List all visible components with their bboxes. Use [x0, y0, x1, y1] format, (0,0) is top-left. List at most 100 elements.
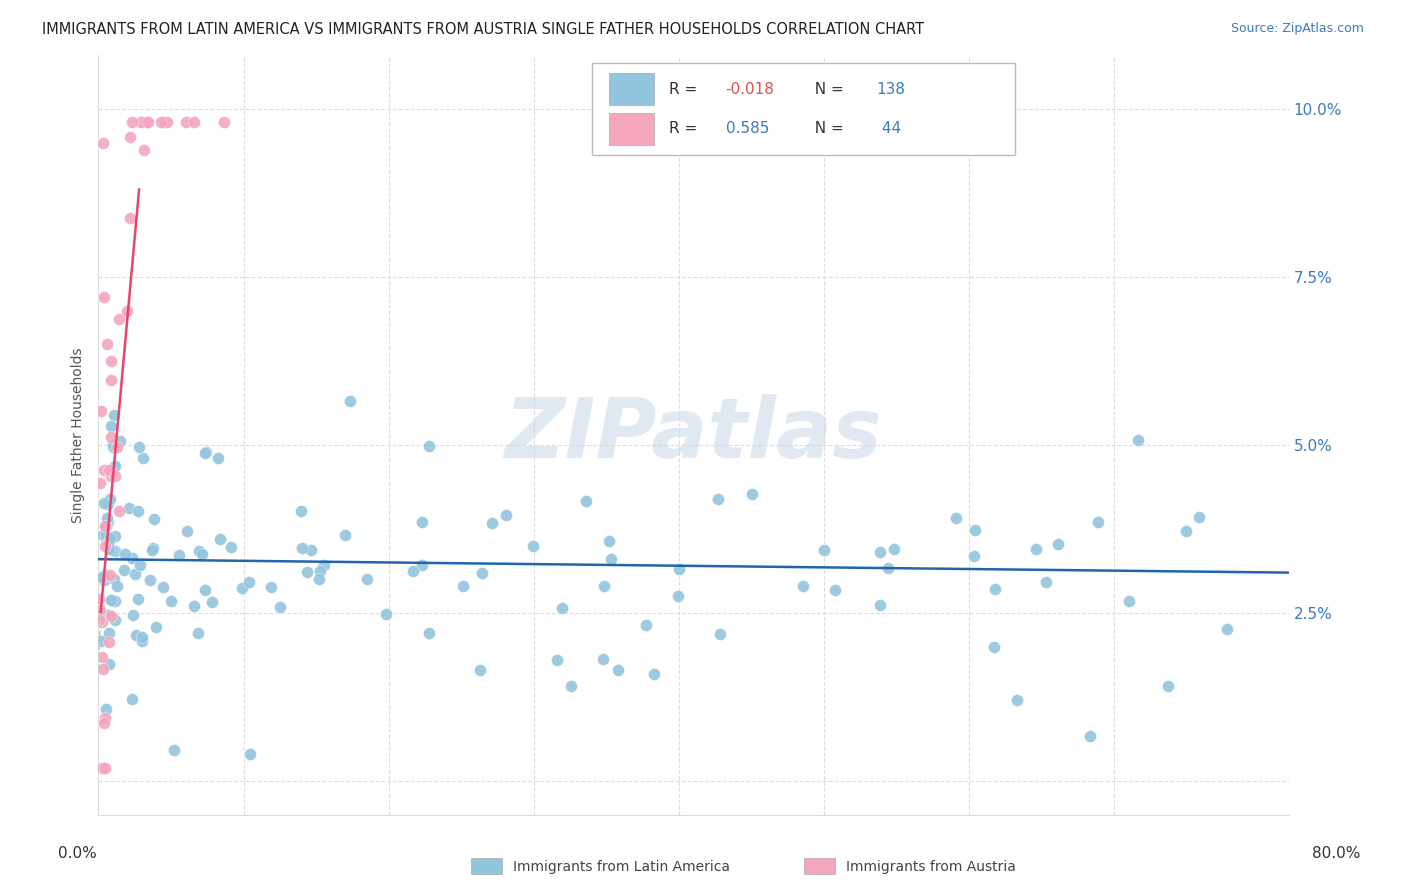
Point: [470, 664, 492, 678]
Point: [451, 579, 474, 593]
Point: [152, 580, 174, 594]
Point: [1047, 536, 1070, 550]
Point: [299, 542, 322, 557]
Point: [1126, 433, 1149, 447]
Point: [124, 567, 146, 582]
Point: [312, 558, 335, 573]
Point: [945, 511, 967, 525]
Point: [418, 439, 440, 453]
Point: [191, 547, 214, 561]
Bar: [609, 73, 654, 105]
FancyBboxPatch shape: [592, 62, 1015, 155]
Point: [90, 615, 112, 629]
Text: 138: 138: [877, 82, 905, 97]
Point: [93, 290, 115, 304]
Point: [984, 582, 1007, 596]
Point: [201, 595, 224, 609]
Point: [402, 564, 425, 578]
Point: [963, 524, 986, 538]
Point: [309, 564, 332, 578]
Point: [94, 518, 117, 533]
Point: [141, 543, 163, 558]
Point: [93, 463, 115, 477]
Point: [606, 663, 628, 677]
Point: [792, 579, 814, 593]
Point: [238, 574, 260, 589]
Y-axis label: Single Father Households: Single Father Households: [72, 347, 86, 523]
Point: [91, 136, 114, 150]
Point: [91, 661, 114, 675]
Point: [1188, 509, 1211, 524]
Text: -0.018: -0.018: [725, 82, 775, 97]
Point: [375, 607, 398, 621]
Point: [522, 539, 544, 553]
Point: [194, 446, 217, 460]
Point: [593, 579, 616, 593]
Point: [167, 548, 190, 562]
Point: [89, 603, 111, 617]
Point: [94, 702, 117, 716]
Point: [90, 633, 112, 648]
Point: [94, 711, 117, 725]
Point: [104, 469, 127, 483]
Point: [100, 354, 122, 368]
Point: [103, 543, 125, 558]
Point: [93, 496, 115, 510]
Point: [813, 543, 835, 558]
Point: [600, 552, 623, 566]
Point: [97, 608, 120, 623]
Point: [1025, 541, 1047, 556]
Point: [159, 594, 181, 608]
Point: [339, 393, 361, 408]
Text: 80.0%: 80.0%: [1312, 847, 1360, 861]
Point: [1087, 515, 1109, 529]
Point: [129, 115, 152, 129]
Point: [239, 747, 262, 761]
Point: [121, 551, 143, 566]
Point: [260, 581, 283, 595]
Point: [598, 533, 620, 548]
Point: [481, 516, 503, 531]
Text: Immigrants from Latin America: Immigrants from Latin America: [513, 860, 730, 874]
Point: [103, 458, 125, 473]
Point: [183, 115, 205, 129]
Point: [90, 570, 112, 584]
Point: [127, 503, 149, 517]
Point: [231, 581, 253, 595]
Point: [824, 583, 846, 598]
Point: [291, 541, 314, 556]
Point: [121, 607, 143, 622]
Point: [98, 492, 121, 507]
Text: N =: N =: [806, 121, 849, 136]
Point: [131, 631, 153, 645]
Point: [101, 542, 124, 557]
Point: [97, 533, 120, 548]
Point: [163, 742, 186, 756]
Point: [176, 524, 198, 538]
Point: [1005, 693, 1028, 707]
Point: [89, 613, 111, 627]
Point: [118, 500, 141, 515]
Point: [308, 572, 330, 586]
Point: [869, 545, 891, 559]
Point: [983, 640, 1005, 654]
Point: [117, 303, 139, 318]
Point: [411, 558, 433, 573]
Point: [176, 115, 198, 129]
Point: [132, 451, 155, 466]
Point: [188, 543, 211, 558]
Text: 0.585: 0.585: [725, 121, 769, 136]
Point: [118, 130, 141, 145]
Point: [93, 716, 115, 731]
Text: Immigrants from Austria: Immigrants from Austria: [846, 860, 1017, 874]
Point: [156, 115, 179, 129]
Point: [96, 511, 118, 525]
Point: [112, 563, 135, 577]
Point: [418, 625, 440, 640]
Point: [103, 573, 125, 587]
Point: [96, 527, 118, 541]
Point: [89, 592, 111, 607]
Point: [883, 542, 905, 557]
Point: [105, 440, 128, 454]
Point: [108, 434, 131, 448]
